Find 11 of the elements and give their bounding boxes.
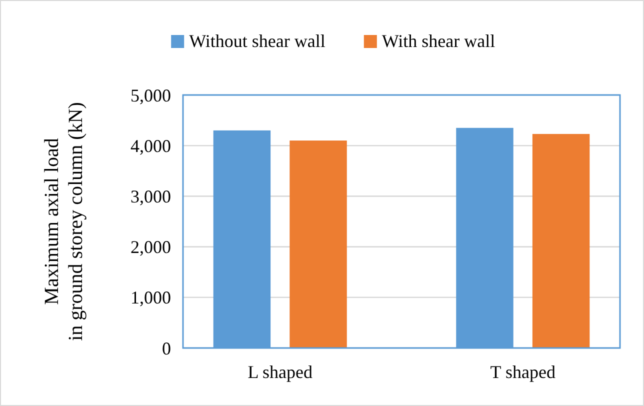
y-tick-label: 0 <box>162 338 171 358</box>
y-tick-label: 5,000 <box>130 85 171 106</box>
y-axis-title: Maximum axial load in ground storey column (kN) <box>41 102 87 341</box>
y-tick-label: 2,000 <box>130 237 171 258</box>
y-tick-label: 4,000 <box>130 136 171 156</box>
legend-label: Without shear wall <box>189 31 326 51</box>
y-tick-label: 3,000 <box>130 186 171 206</box>
x-tick-label: L shaped <box>248 362 313 382</box>
y-tick-label: 1,000 <box>130 288 171 308</box>
legend-label: With shear wall <box>382 31 496 51</box>
x-tick-label: T shaped <box>490 362 556 382</box>
